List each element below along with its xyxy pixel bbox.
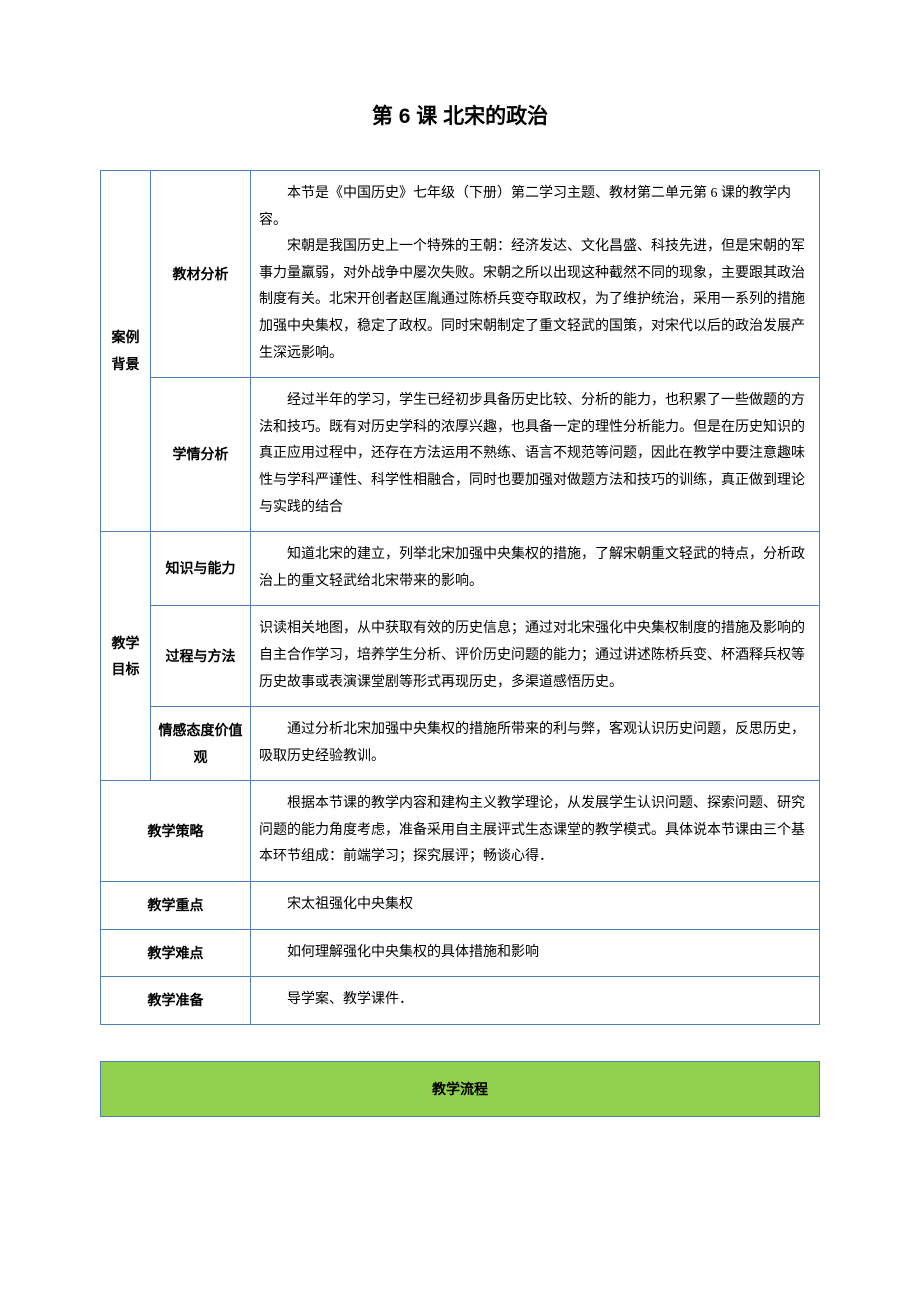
label-preparation: 教学准备 [101,977,251,1025]
table-row: 教学难点 如何理解强化中央集权的具体措施和影响 [101,929,820,977]
vert-label-case-bg: 案例背景 [101,171,151,532]
label-student-analysis: 学情分析 [151,378,251,532]
vert-label-goals: 教学目标 [101,532,151,781]
label-strategy: 教学策略 [101,781,251,882]
table-row: 案例背景 教材分析 本节是《中国历史》七年级（下册）第二学习主题、教材第二单元第… [101,171,820,378]
lesson-title: 第 6 课 北宋的政治 [100,100,820,130]
table-row: 情感态度价值观 通过分析北宋加强中央集权的措施所带来的利与弊，客观认识历史问题，… [101,707,820,781]
label-process-method: 过程与方法 [151,606,251,707]
table-row: 教学准备 导学案、教学课件． [101,977,820,1025]
table-gap [100,1025,820,1061]
lesson-plan-table: 案例背景 教材分析 本节是《中国历史》七年级（下册）第二学习主题、教材第二单元第… [100,170,820,1025]
content-strategy: 根据本节课的教学内容和建构主义教学理论，从发展学生认识问题、探索问题、研究问题的… [251,781,820,882]
flow-table: 教学流程 [100,1061,820,1118]
label-textbook-analysis: 教材分析 [151,171,251,378]
content-preparation: 导学案、教学课件． [251,977,820,1025]
content-textbook-analysis: 本节是《中国历史》七年级（下册）第二学习主题、教材第二单元第 6 课的教学内容。… [251,171,820,378]
content-keypoint: 宋太祖强化中央集权 [251,882,820,930]
content-values: 通过分析北宋加强中央集权的措施所带来的利与弊，客观认识历史问题，反思历史，吸取历… [251,707,820,781]
label-keypoint: 教学重点 [101,882,251,930]
content-student-analysis: 经过半年的学习，学生已经初步具备历史比较、分析的能力，也积累了一些做题的方法和技… [251,378,820,532]
label-values: 情感态度价值观 [151,707,251,781]
table-row: 教学目标 知识与能力 知道北宋的建立，列举北宋加强中央集权的措施，了解宋朝重文轻… [101,532,820,606]
table-row: 学情分析 经过半年的学习，学生已经初步具备历史比较、分析的能力，也积累了一些做题… [101,378,820,532]
flow-header: 教学流程 [101,1061,820,1117]
content-process-method: 识读相关地图，从中获取有效的历史信息；通过对北宋强化中央集权制度的措施及影响的自… [251,606,820,707]
table-row: 教学重点 宋太祖强化中央集权 [101,882,820,930]
table-row: 教学策略 根据本节课的教学内容和建构主义教学理论，从发展学生认识问题、探索问题、… [101,781,820,882]
label-knowledge-ability: 知识与能力 [151,532,251,606]
table-row: 教学流程 [101,1061,820,1117]
content-difficulty: 如何理解强化中央集权的具体措施和影响 [251,929,820,977]
label-difficulty: 教学难点 [101,929,251,977]
content-knowledge-ability: 知道北宋的建立，列举北宋加强中央集权的措施，了解宋朝重文轻武的特点，分析政治上的… [251,532,820,606]
table-row: 过程与方法 识读相关地图，从中获取有效的历史信息；通过对北宋强化中央集权制度的措… [101,606,820,707]
page: 第 6 课 北宋的政治 案例背景 教材分析 本节是《中国历史》七年级（下册）第二… [0,0,920,1177]
